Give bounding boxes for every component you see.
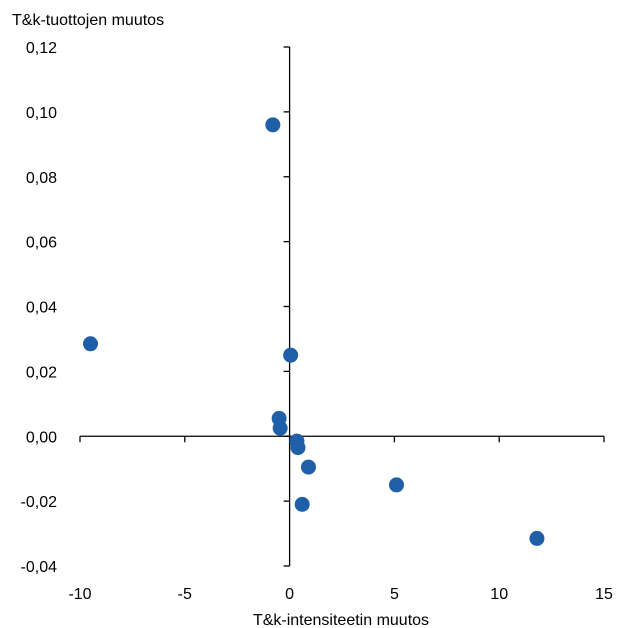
y-tick-label: 0,10 — [26, 105, 57, 122]
x-tick-label: 5 — [390, 586, 399, 603]
data-point — [265, 117, 281, 133]
data-point — [300, 459, 316, 475]
data-point — [529, 530, 545, 546]
y-axis-title: T&k-tuottojen muutos — [12, 12, 164, 29]
y-tick-label: 0,04 — [26, 300, 57, 317]
y-tick-label: 0,02 — [26, 364, 57, 381]
y-tick-label: 0,12 — [26, 40, 57, 57]
x-axis-title: T&k-intensiteetin muutos — [253, 612, 429, 628]
x-tick-label: 10 — [490, 586, 508, 603]
y-tick-label: -0,04 — [21, 559, 58, 576]
data-point — [283, 347, 299, 363]
data-point — [82, 336, 98, 352]
x-tick-label: 15 — [595, 586, 613, 603]
x-axis: -10 -5 0 5 10 15 — [68, 435, 613, 603]
x-tick-label: -10 — [68, 586, 91, 603]
data-point — [388, 477, 404, 493]
y-axis: -0,04 -0,02 0,00 0,02 0,04 0,06 0,08 0,10 0,12 — [21, 40, 291, 576]
x-tick-label: 0 — [285, 586, 294, 603]
y-tick-label: 0,06 — [26, 235, 57, 252]
x-tick-label: -5 — [178, 586, 192, 603]
data-point — [290, 440, 306, 456]
y-tick-label: -0,02 — [21, 494, 58, 511]
data-point — [294, 496, 310, 512]
data-points — [82, 117, 545, 546]
y-tick-label: 0,00 — [26, 429, 57, 446]
y-tick-label: 0,08 — [26, 170, 57, 187]
data-point — [272, 420, 288, 436]
